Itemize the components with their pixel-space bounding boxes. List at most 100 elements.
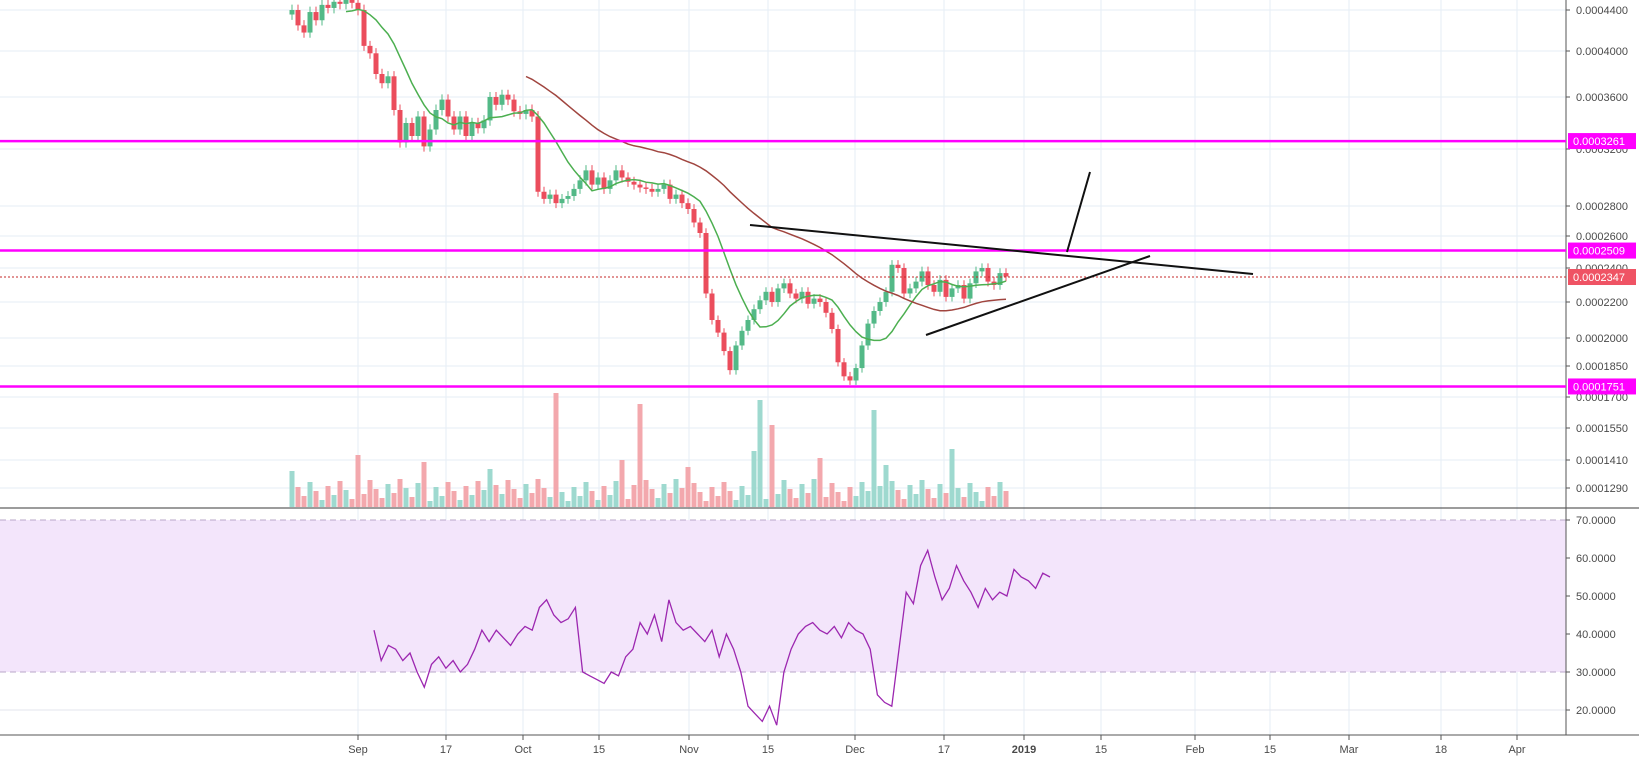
volume-bar: [733, 500, 739, 507]
candle-body: [919, 271, 925, 282]
candle-body: [781, 283, 787, 289]
candle-body: [823, 302, 829, 313]
candle-body: [355, 2, 361, 10]
candle-body: [481, 120, 487, 129]
candle-body: [829, 312, 835, 329]
volume-bar: [313, 491, 319, 507]
candle-body: [967, 283, 973, 299]
candle-body: [799, 291, 805, 299]
volume-bar: [643, 480, 649, 507]
candle-body: [925, 271, 931, 285]
candle-body: [685, 203, 691, 209]
candle-body: [469, 123, 475, 136]
time-tick-label: Mar: [1340, 744, 1359, 756]
candle-body: [385, 76, 391, 84]
volume-bar: [709, 487, 715, 507]
volume-bar: [649, 489, 655, 507]
volume-bar: [547, 497, 553, 507]
volume-bar: [847, 487, 853, 507]
candle-body: [403, 123, 409, 143]
candle-body: [817, 298, 823, 302]
volume-bar: [721, 482, 727, 507]
price-tick-label: 0.0002000: [1576, 333, 1628, 345]
volume-bar: [637, 404, 643, 507]
candle-body: [613, 170, 619, 181]
volume-bar: [307, 482, 313, 507]
candle-body: [997, 273, 1003, 285]
volume-bar: [319, 500, 325, 507]
volume-bar: [373, 489, 379, 507]
volume-bar: [685, 467, 691, 507]
volume-bar: [469, 495, 475, 507]
volume-bar: [457, 500, 463, 507]
candle-body: [691, 209, 697, 223]
volume-bar: [343, 490, 349, 507]
price-axis: 0.00044000.00040000.00036000.00032000.00…: [1566, 5, 1628, 495]
candle-body: [619, 170, 625, 178]
candle-body: [757, 300, 763, 310]
candles: [289, 0, 1009, 385]
candle-body: [673, 194, 679, 199]
volume-bar: [925, 489, 931, 507]
candle-body: [343, 0, 349, 4]
price-badge-label: 0.0001751: [1573, 381, 1625, 393]
candle-body: [895, 264, 901, 268]
volume-bar: [727, 491, 733, 507]
volume-bar: [937, 484, 943, 507]
volume-bar: [787, 489, 793, 507]
volume-bar: [763, 499, 769, 507]
rsi-tick-label: 20.0000: [1576, 705, 1616, 717]
volume-bar: [859, 482, 865, 507]
candle-body: [883, 291, 889, 302]
volume-bar: [667, 493, 673, 507]
volume-bar: [397, 479, 403, 507]
candle-body: [859, 345, 865, 369]
price-tick-label: 0.0002600: [1576, 231, 1628, 243]
volume-bar: [331, 495, 337, 507]
candle-body: [733, 345, 739, 371]
volume-bar: [517, 498, 523, 507]
volume-bar: [445, 482, 451, 507]
volume-bar: [349, 499, 355, 507]
candle-body: [589, 170, 595, 185]
volume-bar: [991, 496, 997, 507]
volume-bar: [745, 495, 751, 507]
volume-bar: [589, 491, 595, 507]
volume-bar: [823, 497, 829, 507]
volume-bar: [493, 485, 499, 507]
rsi-tick-label: 70.0000: [1576, 515, 1616, 527]
candle-body: [721, 332, 727, 352]
candle-body: [445, 99, 451, 117]
candle-body: [505, 94, 511, 100]
time-tick-label: 17: [440, 744, 452, 756]
candle-body: [751, 309, 757, 320]
candle-body: [769, 291, 775, 302]
candle-body: [361, 10, 367, 46]
volume-bar: [625, 499, 631, 507]
price-tick-label: 0.0001410: [1576, 455, 1628, 467]
volume-bar: [907, 485, 913, 507]
candle-body: [931, 285, 937, 292]
volume-bar: [553, 393, 559, 507]
time-tick-label: 17: [938, 744, 950, 756]
volume-bar: [433, 487, 439, 507]
candle-body: [913, 281, 919, 289]
time-tick-label: Nov: [679, 744, 699, 756]
rsi-tick-label: 40.0000: [1576, 629, 1616, 641]
candle-body: [319, 4, 325, 21]
volume-bar: [883, 465, 889, 507]
candle-body: [1003, 273, 1009, 277]
volume-bar: [679, 488, 685, 507]
volume-bar: [979, 501, 985, 507]
time-tick-label: Apr: [1508, 744, 1525, 756]
volume-bar: [481, 490, 487, 507]
candle-body: [541, 191, 547, 199]
candle-body: [877, 302, 883, 311]
candle-body: [379, 74, 385, 84]
candle-body: [745, 320, 751, 331]
sma-fast-line: [345, 8, 1007, 342]
volume-bar: [619, 460, 625, 507]
candle-body: [373, 53, 379, 74]
time-tick-label: 15: [1095, 744, 1107, 756]
